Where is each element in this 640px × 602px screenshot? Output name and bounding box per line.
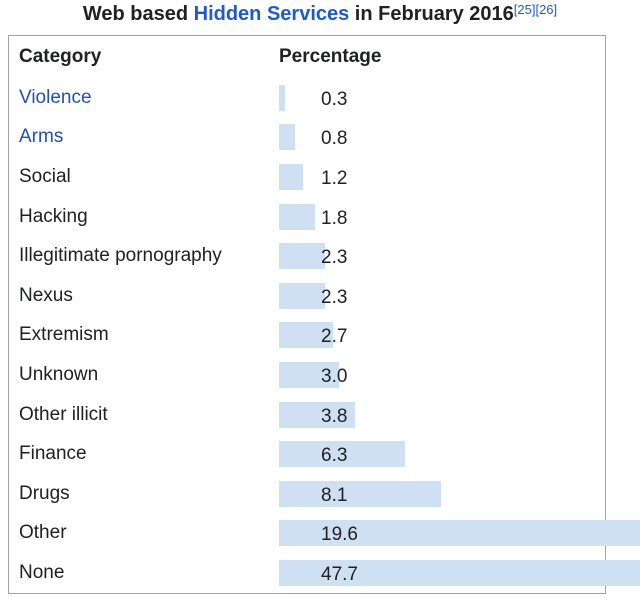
percentage-value: 2.7 xyxy=(321,326,348,348)
bar-cell: 0.3 xyxy=(279,78,605,118)
category-label: Other xyxy=(19,522,67,544)
percentage-bar xyxy=(279,84,285,111)
table-row: Drugs 8.1 xyxy=(9,474,605,514)
table-row: Social 1.2 xyxy=(9,157,605,197)
reference-26-link[interactable]: [26] xyxy=(535,2,558,17)
bar-cell: 6.3 xyxy=(279,434,605,474)
bar-cell: 47.7 xyxy=(279,553,640,593)
percentage-bar xyxy=(279,441,405,468)
category-link[interactable]: Arms xyxy=(19,126,64,148)
category-label: Social xyxy=(19,165,71,187)
bar-cell: 3.8 xyxy=(279,395,605,435)
bar-cell: 3.0 xyxy=(279,355,605,395)
percentage-value: 3.0 xyxy=(321,365,348,387)
percentage-value: 2.3 xyxy=(321,247,348,269)
title-prefix: Web based xyxy=(82,3,194,25)
table-row: Other 19.6 xyxy=(9,514,640,554)
table-row: Arms 0.8 xyxy=(9,118,605,158)
category-label: Drugs xyxy=(19,482,70,504)
table-row: Hacking 1.8 xyxy=(9,197,605,237)
table-row: Violence 0.3 xyxy=(9,78,605,118)
bar-cell: 2.3 xyxy=(279,276,605,316)
table-row: Other illicit 3.8 xyxy=(9,395,605,435)
percentage-value: 0.8 xyxy=(321,128,348,150)
bar-cell: 0.8 xyxy=(279,118,605,158)
category-label: Hacking xyxy=(19,205,88,227)
table-row: Extremism 2.7 xyxy=(9,316,605,356)
reference-25-link[interactable]: [25] xyxy=(513,2,536,17)
percentage-value: 8.1 xyxy=(321,484,348,506)
table-row: Unknown 3.0 xyxy=(9,355,605,395)
bar-cell: 1.8 xyxy=(279,197,605,237)
percentage-value: 3.8 xyxy=(321,405,348,427)
percentage-bar xyxy=(279,322,333,349)
percentage-bar xyxy=(279,520,640,547)
percentage-bar xyxy=(279,401,355,428)
category-label: Finance xyxy=(19,443,87,465)
category-label: Extremism xyxy=(19,324,109,346)
title-references: [25][26] xyxy=(514,2,557,17)
table-body: Violence 0.3 Arms 0.8 Social 1.2 Hacking… xyxy=(9,78,640,593)
category-column-header: Category xyxy=(19,46,102,67)
hidden-services-link[interactable]: Hidden Services xyxy=(193,3,350,25)
category-label: None xyxy=(19,561,65,583)
category-label: Illegitimate pornography xyxy=(19,245,222,267)
table-row: Illegitimate pornography 2.3 xyxy=(9,236,605,276)
percentage-bar xyxy=(279,559,640,586)
hidden-services-table: Category Percentage Violence 0.3 Arms 0.… xyxy=(8,35,640,594)
percentage-value: 6.3 xyxy=(321,445,348,467)
percentage-value: 2.3 xyxy=(321,286,348,308)
category-label: Other illicit xyxy=(19,403,108,425)
percentage-value: 1.2 xyxy=(321,167,348,189)
bar-cell: 8.1 xyxy=(279,474,605,514)
title-suffix: in February 2016 xyxy=(349,3,514,25)
percentage-bar xyxy=(279,282,325,309)
table-header-row: Category Percentage xyxy=(9,36,605,78)
percentage-column-header: Percentage xyxy=(279,46,382,67)
category-link[interactable]: Violence xyxy=(19,86,92,108)
bar-cell: 2.3 xyxy=(279,236,605,276)
table-row: None 47.7 xyxy=(9,553,640,593)
table-row: Finance 6.3 xyxy=(9,434,605,474)
chart-title: Web based Hidden Services in February 20… xyxy=(0,3,640,26)
bar-cell: 1.2 xyxy=(279,157,605,197)
percentage-bar xyxy=(279,163,303,190)
percentage-bar xyxy=(279,124,295,151)
category-label: Nexus xyxy=(19,284,73,306)
category-label: Unknown xyxy=(19,363,99,385)
bar-cell: 2.7 xyxy=(279,316,605,356)
percentage-bar xyxy=(279,203,315,230)
percentage-value: 1.8 xyxy=(321,207,348,229)
percentage-value: 19.6 xyxy=(321,524,358,546)
percentage-bar xyxy=(279,480,441,507)
table-row: Nexus 2.3 xyxy=(9,276,605,316)
percentage-bar xyxy=(279,361,339,388)
percentage-bar xyxy=(279,243,325,270)
bar-cell: 19.6 xyxy=(279,514,640,554)
percentage-value: 0.3 xyxy=(321,88,348,110)
percentage-value: 47.7 xyxy=(321,563,358,585)
